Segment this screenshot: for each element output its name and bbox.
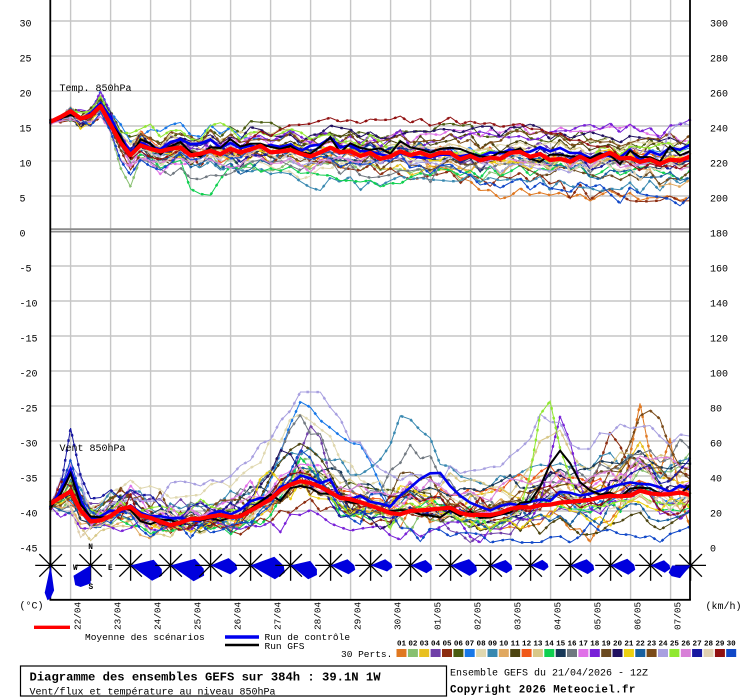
svg-text:Run de contrôle: Run de contrôle — [265, 632, 351, 643]
svg-text:19: 19 — [602, 641, 612, 649]
svg-text:07/05: 07/05 — [673, 601, 684, 630]
svg-text:0: 0 — [710, 545, 716, 556]
svg-text:5: 5 — [20, 195, 26, 206]
svg-text:23/04: 23/04 — [113, 601, 124, 630]
svg-text:60: 60 — [710, 440, 722, 451]
svg-text:(km/h): (km/h) — [706, 601, 740, 613]
svg-text:29/04: 29/04 — [353, 601, 364, 630]
svg-text:30: 30 — [727, 641, 737, 649]
svg-text:02/05: 02/05 — [473, 601, 484, 630]
svg-text:W: W — [73, 565, 78, 573]
svg-text:-20: -20 — [20, 370, 38, 381]
svg-text:100: 100 — [710, 370, 728, 381]
svg-text:25: 25 — [20, 55, 32, 66]
svg-text:10: 10 — [499, 641, 509, 649]
svg-text:Vent/flux et température au ni: Vent/flux et température au niveau 850hP… — [30, 686, 276, 698]
svg-text:09: 09 — [488, 641, 498, 649]
svg-text:24/04: 24/04 — [153, 601, 164, 630]
svg-text:280: 280 — [710, 55, 728, 66]
svg-text:N: N — [88, 544, 93, 552]
svg-text:28: 28 — [704, 641, 714, 649]
svg-text:220: 220 — [710, 160, 728, 171]
svg-text:14: 14 — [545, 641, 555, 649]
svg-text:0: 0 — [20, 230, 26, 241]
svg-text:Copyright 2026 Meteociel.fr: Copyright 2026 Meteociel.fr — [450, 685, 636, 697]
svg-text:160: 160 — [710, 265, 728, 276]
svg-text:-10: -10 — [20, 300, 38, 311]
svg-text:40: 40 — [710, 475, 722, 486]
svg-text:02: 02 — [408, 641, 418, 649]
svg-text:180: 180 — [710, 230, 728, 241]
svg-text:26/04: 26/04 — [233, 601, 244, 630]
svg-text:30 Perts.: 30 Perts. — [341, 649, 392, 660]
svg-text:25: 25 — [670, 641, 680, 649]
svg-text:27/04: 27/04 — [273, 601, 284, 630]
svg-text:03: 03 — [420, 641, 430, 649]
svg-text:17: 17 — [579, 641, 589, 649]
svg-text:28/04: 28/04 — [313, 601, 324, 630]
svg-text:07: 07 — [465, 641, 475, 649]
svg-text:Temp. 850hPa: Temp. 850hPa — [60, 83, 132, 95]
svg-text:27: 27 — [693, 641, 703, 649]
svg-text:-25: -25 — [20, 405, 38, 416]
svg-text:Diagramme des ensembles GEFS s: Diagramme des ensembles GEFS sur 384h : … — [30, 671, 382, 685]
svg-text:E: E — [108, 565, 113, 573]
svg-text:-40: -40 — [20, 510, 38, 521]
svg-text:23: 23 — [647, 641, 657, 649]
svg-text:80: 80 — [710, 405, 722, 416]
svg-text:S: S — [89, 584, 94, 592]
svg-text:22/04: 22/04 — [73, 601, 84, 630]
svg-text:200: 200 — [710, 195, 728, 206]
svg-text:13: 13 — [533, 641, 543, 649]
svg-text:-35: -35 — [20, 475, 38, 486]
svg-text:Moyenne des scénarios: Moyenne des scénarios — [85, 632, 205, 643]
svg-text:26: 26 — [681, 641, 691, 649]
svg-text:30: 30 — [20, 20, 32, 31]
svg-text:20: 20 — [20, 90, 32, 101]
svg-text:05/05: 05/05 — [593, 601, 604, 630]
svg-text:300: 300 — [710, 20, 728, 31]
svg-text:03/05: 03/05 — [513, 601, 524, 630]
svg-text:16: 16 — [567, 641, 577, 649]
svg-text:25/04: 25/04 — [193, 601, 204, 630]
svg-text:08: 08 — [477, 641, 487, 649]
svg-text:06: 06 — [454, 641, 464, 649]
svg-text:-45: -45 — [20, 545, 38, 556]
svg-text:-30: -30 — [20, 440, 38, 451]
svg-text:01: 01 — [397, 641, 407, 649]
svg-text:29: 29 — [715, 641, 725, 649]
svg-text:Ensemble GEFS du 21/04/2026 -: Ensemble GEFS du 21/04/2026 - 12Z — [450, 667, 648, 679]
svg-text:-15: -15 — [20, 335, 38, 346]
svg-text:06/05: 06/05 — [633, 601, 644, 630]
svg-text:Run GFS: Run GFS — [265, 641, 305, 652]
svg-text:20: 20 — [613, 641, 623, 649]
svg-text:18: 18 — [590, 641, 600, 649]
svg-text:21: 21 — [624, 641, 634, 649]
svg-text:240: 240 — [710, 125, 728, 136]
svg-text:10: 10 — [20, 160, 32, 171]
svg-text:-5: -5 — [20, 265, 32, 276]
svg-text:11: 11 — [511, 641, 521, 649]
svg-text:140: 140 — [710, 300, 728, 311]
svg-text:30/04: 30/04 — [393, 601, 404, 630]
svg-text:24: 24 — [658, 641, 668, 649]
svg-text:01/05: 01/05 — [433, 601, 444, 630]
svg-text:15: 15 — [20, 125, 32, 136]
svg-text:120: 120 — [710, 335, 728, 346]
svg-text:20: 20 — [710, 510, 722, 521]
svg-text:15: 15 — [556, 641, 566, 649]
svg-text:12: 12 — [522, 641, 532, 649]
svg-text:05: 05 — [442, 641, 452, 649]
svg-text:04/05: 04/05 — [553, 601, 564, 630]
svg-text:22: 22 — [636, 641, 646, 649]
svg-text:260: 260 — [710, 90, 728, 101]
svg-text:(°C): (°C) — [20, 601, 44, 613]
svg-text:Vent 850hPa: Vent 850hPa — [60, 443, 126, 455]
svg-text:04: 04 — [431, 641, 441, 649]
